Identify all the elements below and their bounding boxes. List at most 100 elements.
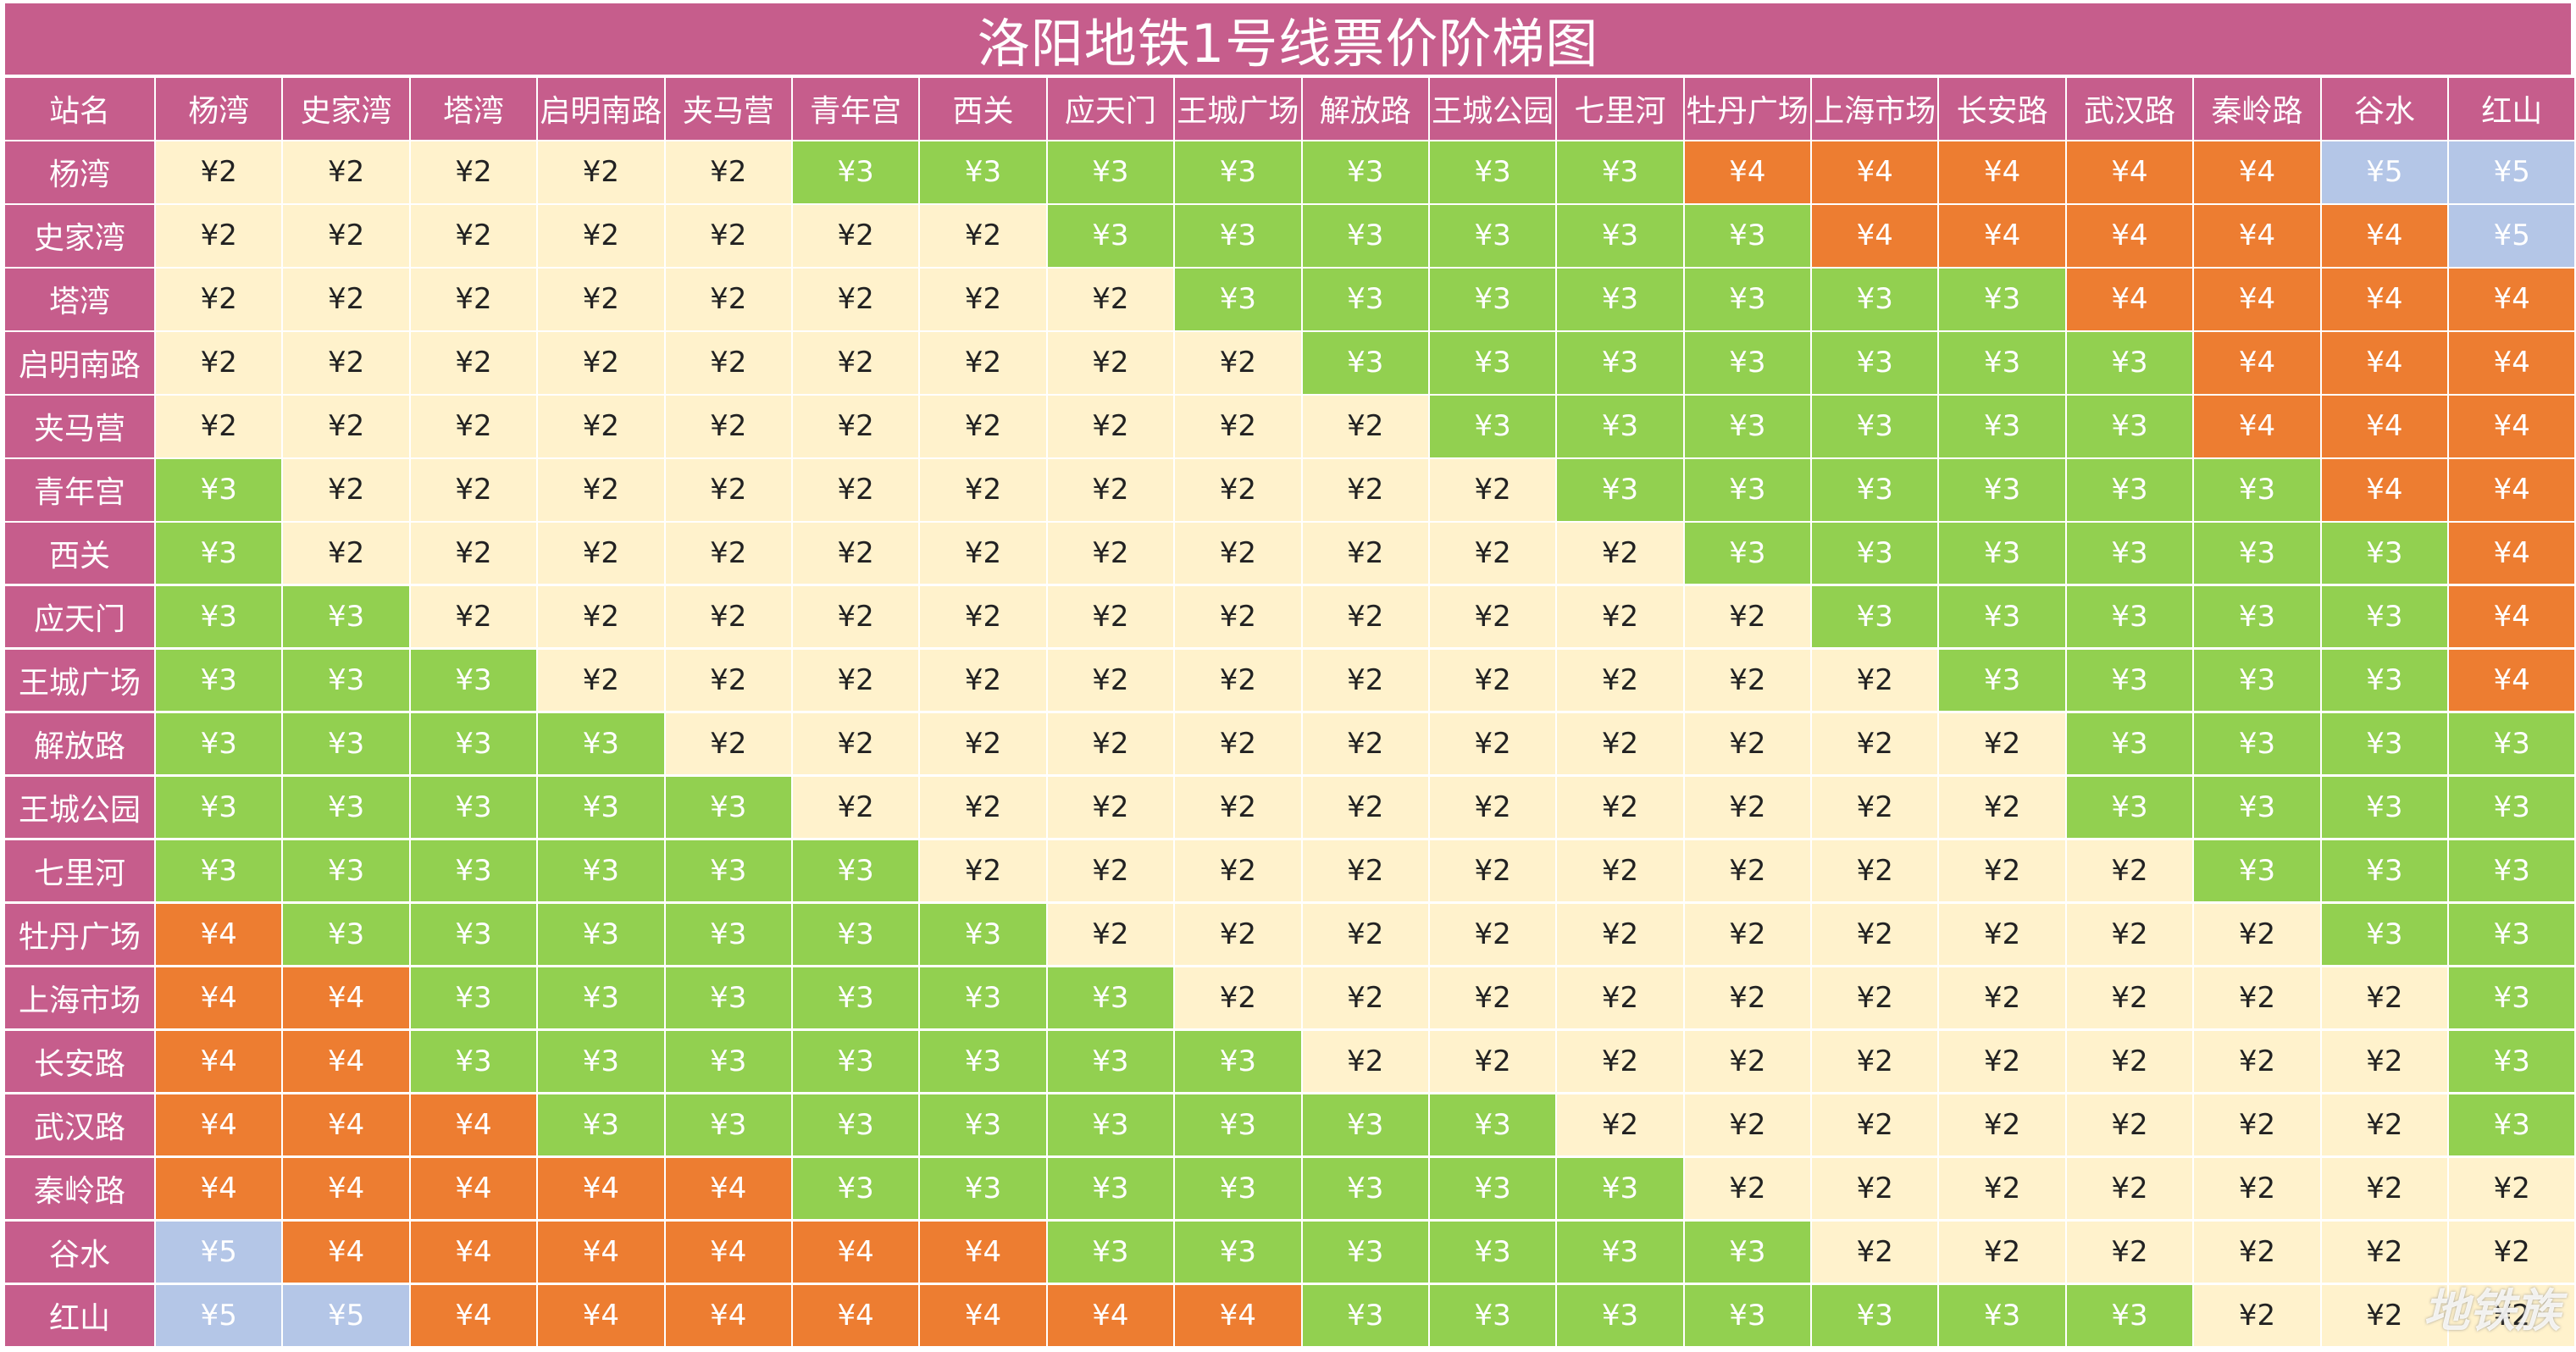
fare-cell: ¥2 bbox=[2194, 1284, 2320, 1347]
fare-cell: ¥2 bbox=[920, 585, 1046, 648]
row-header: 谷水 bbox=[5, 1221, 154, 1283]
fare-cell: ¥4 bbox=[2321, 458, 2448, 521]
fare-cell: ¥2 bbox=[1175, 585, 1301, 648]
fare-cell: ¥3 bbox=[1429, 1221, 1556, 1283]
fare-cell: ¥2 bbox=[665, 268, 791, 330]
fare-cell: ¥2 bbox=[1302, 522, 1428, 585]
fare-cell: ¥2 bbox=[156, 141, 282, 203]
fare-cell: ¥4 bbox=[2066, 204, 2193, 267]
fare-cell: ¥3 bbox=[1684, 204, 1811, 267]
fare-cell: ¥2 bbox=[1557, 1030, 1683, 1093]
fare-cell: ¥3 bbox=[1429, 1157, 1556, 1220]
fare-cell: ¥2 bbox=[1684, 903, 1811, 966]
fare-cell: ¥3 bbox=[1684, 395, 1811, 457]
fare-cell: ¥4 bbox=[1047, 1284, 1174, 1347]
fare-cell: ¥4 bbox=[283, 967, 409, 1029]
fare-cell: ¥2 bbox=[1047, 585, 1174, 648]
fare-cell: ¥3 bbox=[2194, 839, 2320, 902]
fare-cell: ¥3 bbox=[1302, 268, 1428, 330]
fare-cell: ¥2 bbox=[283, 268, 409, 330]
column-header: 解放路 bbox=[1302, 78, 1428, 140]
fare-cell: ¥2 bbox=[1557, 1094, 1683, 1156]
column-header: 杨湾 bbox=[156, 78, 282, 140]
fare-cell: ¥2 bbox=[2194, 1157, 2320, 1220]
fare-cell: ¥2 bbox=[1047, 522, 1174, 585]
fare-cell: ¥3 bbox=[538, 903, 664, 966]
fare-cell: ¥3 bbox=[2066, 458, 2193, 521]
column-header: 七里河 bbox=[1557, 78, 1683, 140]
fare-cell: ¥2 bbox=[283, 204, 409, 267]
fare-cell: ¥4 bbox=[2449, 649, 2575, 712]
fare-cell: ¥2 bbox=[920, 204, 1046, 267]
fare-cell: ¥2 bbox=[1429, 839, 1556, 902]
fare-cell: ¥2 bbox=[410, 585, 537, 648]
fare-cell: ¥3 bbox=[665, 967, 791, 1029]
fare-cell: ¥2 bbox=[1557, 712, 1683, 775]
fare-cell: ¥3 bbox=[410, 776, 537, 839]
fare-cell: ¥2 bbox=[1812, 839, 1938, 902]
row-header: 上海市场 bbox=[5, 967, 154, 1029]
fare-cell: ¥3 bbox=[665, 839, 791, 902]
fare-cell: ¥2 bbox=[538, 268, 664, 330]
fare-cell: ¥2 bbox=[2321, 1284, 2448, 1347]
page-title: 洛阳地铁1号线票价阶梯图 bbox=[5, 3, 2571, 75]
fare-cell: ¥2 bbox=[1684, 649, 1811, 712]
fare-cell: ¥2 bbox=[2194, 903, 2320, 966]
fare-cell: ¥2 bbox=[1939, 776, 2065, 839]
fare-cell: ¥2 bbox=[1047, 776, 1174, 839]
fare-cell: ¥2 bbox=[410, 458, 537, 521]
fare-cell: ¥3 bbox=[1047, 204, 1174, 267]
fare-cell: ¥2 bbox=[1302, 395, 1428, 457]
fare-cell: ¥3 bbox=[156, 585, 282, 648]
row-header: 武汉路 bbox=[5, 1094, 154, 1156]
fare-cell: ¥3 bbox=[2321, 712, 2448, 775]
fare-cell: ¥3 bbox=[1939, 395, 2065, 457]
fare-cell: ¥3 bbox=[1557, 1284, 1683, 1347]
fare-cell: ¥4 bbox=[2321, 268, 2448, 330]
fare-cell: ¥5 bbox=[2449, 141, 2575, 203]
fare-cell: ¥3 bbox=[1939, 268, 2065, 330]
fare-cell: ¥3 bbox=[792, 141, 919, 203]
fare-cell: ¥3 bbox=[156, 649, 282, 712]
fare-cell: ¥2 bbox=[538, 331, 664, 394]
fare-cell: ¥3 bbox=[156, 839, 282, 902]
fare-cell: ¥2 bbox=[1429, 649, 1556, 712]
fare-cell: ¥2 bbox=[920, 649, 1046, 712]
row-header: 牡丹广场 bbox=[5, 903, 154, 966]
fare-cell: ¥3 bbox=[2321, 522, 2448, 585]
fare-cell: ¥3 bbox=[792, 1094, 919, 1156]
fare-cell: ¥2 bbox=[920, 395, 1046, 457]
fare-cell: ¥3 bbox=[2194, 522, 2320, 585]
fare-cell: ¥3 bbox=[1302, 141, 1428, 203]
fare-cell: ¥3 bbox=[1684, 268, 1811, 330]
fare-cell: ¥2 bbox=[2321, 967, 2448, 1029]
fare-cell: ¥2 bbox=[1812, 1030, 1938, 1093]
fare-cell: ¥4 bbox=[410, 1221, 537, 1283]
fare-cell: ¥2 bbox=[1302, 712, 1428, 775]
fare-cell: ¥2 bbox=[920, 522, 1046, 585]
fare-cell: ¥2 bbox=[2066, 839, 2193, 902]
column-header: 红山 bbox=[2449, 78, 2575, 140]
fare-cell: ¥3 bbox=[1684, 331, 1811, 394]
fare-cell: ¥4 bbox=[156, 1030, 282, 1093]
fare-cell: ¥2 bbox=[792, 204, 919, 267]
fare-cell: ¥3 bbox=[1175, 1221, 1301, 1283]
fare-cell: ¥4 bbox=[920, 1284, 1046, 1347]
fare-cell: ¥3 bbox=[1557, 1157, 1683, 1220]
fare-cell: ¥2 bbox=[1812, 776, 1938, 839]
fare-cell: ¥3 bbox=[283, 585, 409, 648]
fare-cell: ¥2 bbox=[1812, 649, 1938, 712]
fare-cell: ¥2 bbox=[920, 458, 1046, 521]
fare-cell: ¥3 bbox=[1047, 1157, 1174, 1220]
fare-cell: ¥4 bbox=[2194, 204, 2320, 267]
fare-cell: ¥2 bbox=[1302, 458, 1428, 521]
fare-cell: ¥2 bbox=[1302, 903, 1428, 966]
fare-cell: ¥3 bbox=[1429, 268, 1556, 330]
fare-cell: ¥3 bbox=[410, 839, 537, 902]
fare-cell: ¥2 bbox=[1175, 903, 1301, 966]
fare-cell: ¥3 bbox=[1047, 141, 1174, 203]
fare-cell: ¥4 bbox=[2449, 331, 2575, 394]
fare-cell: ¥2 bbox=[920, 776, 1046, 839]
fare-cell: ¥3 bbox=[1557, 204, 1683, 267]
